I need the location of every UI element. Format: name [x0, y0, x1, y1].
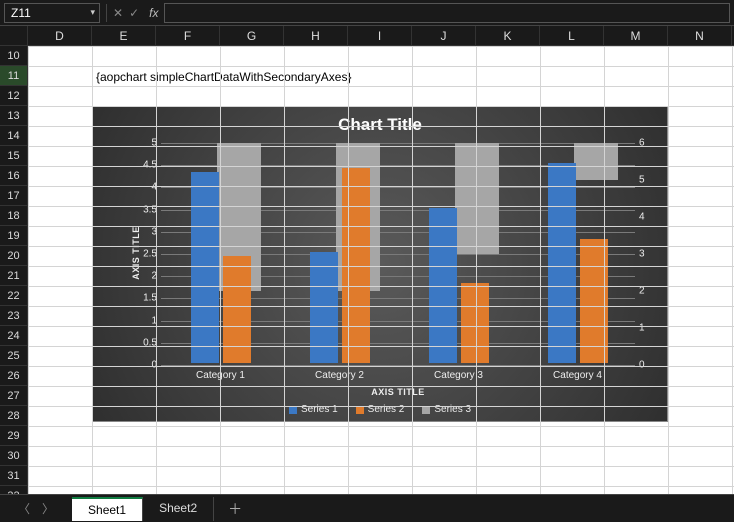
bar-series2 — [461, 283, 489, 363]
sheet-next-icon[interactable]: 〉 — [42, 500, 54, 517]
y-tick-left: 1 — [133, 315, 157, 326]
row-header[interactable]: 19 — [0, 226, 27, 246]
bar-series2 — [223, 256, 251, 363]
formula-input[interactable] — [164, 3, 730, 23]
row-header[interactable]: 12 — [0, 86, 27, 106]
row-header[interactable]: 10 — [0, 46, 27, 66]
category-label: Category 4 — [538, 370, 618, 381]
chevron-down-icon: ▾ — [90, 7, 95, 18]
name-box-value: Z11 — [11, 6, 31, 20]
row-header[interactable]: 21 — [0, 266, 27, 286]
column-header[interactable]: I — [348, 26, 412, 45]
sheet-tab-bar: 〈 〉 Sheet1Sheet2 ＋ — [0, 494, 734, 522]
y-tick-left: 3 — [133, 226, 157, 237]
column-header[interactable]: E — [92, 26, 156, 45]
row-header[interactable]: 16 — [0, 166, 27, 186]
name-box[interactable]: Z11 ▾ — [4, 3, 100, 23]
row-header[interactable]: 13 — [0, 106, 27, 126]
row-header[interactable]: 17 — [0, 186, 27, 206]
enter-icon[interactable]: ✓ — [129, 6, 139, 20]
formula-bar-row: Z11 ▾ ✕ ✓ fx — [0, 0, 734, 26]
row-header[interactable]: 28 — [0, 406, 27, 426]
formula-buttons: ✕ ✓ fx — [113, 6, 158, 20]
column-header[interactable]: N — [668, 26, 732, 45]
select-all-corner[interactable] — [0, 26, 28, 45]
spreadsheet-grid[interactable]: DEFGHIJKLMN 1011121314151617181920212223… — [0, 26, 734, 494]
y-tick-left: 0 — [133, 360, 157, 371]
category-label: Category 2 — [300, 370, 380, 381]
category-label: Category 3 — [419, 370, 499, 381]
fx-icon[interactable]: fx — [149, 6, 158, 20]
cancel-icon[interactable]: ✕ — [113, 6, 123, 20]
chart-title: Chart Title — [93, 107, 667, 139]
row-header[interactable]: 11 — [0, 66, 27, 86]
sheet-tab-sheet2[interactable]: Sheet2 — [143, 497, 214, 521]
row-header[interactable]: 22 — [0, 286, 27, 306]
y-tick-left: 4 — [133, 182, 157, 193]
row-header[interactable]: 31 — [0, 466, 27, 486]
row-header[interactable]: 18 — [0, 206, 27, 226]
row-header[interactable]: 25 — [0, 346, 27, 366]
column-header[interactable]: M — [604, 26, 668, 45]
y-tick-right: 0 — [639, 360, 661, 371]
column-header[interactable]: F — [156, 26, 220, 45]
row-header[interactable]: 23 — [0, 306, 27, 326]
embedded-chart[interactable]: Chart Title AXIS TITLE AXIS TITLE 00.511… — [92, 106, 668, 422]
cell-f11[interactable]: {aopchart simpleChartDataWithSecondaryAx… — [94, 68, 353, 86]
column-header[interactable]: K — [476, 26, 540, 45]
y-tick-left: 1.5 — [133, 293, 157, 304]
x-axis-title: AXIS TITLE — [161, 387, 635, 397]
y-tick-right: 2 — [639, 286, 661, 297]
bar-series1 — [191, 172, 219, 363]
column-header[interactable]: J — [412, 26, 476, 45]
y-tick-right: 5 — [639, 175, 661, 186]
row-header[interactable]: 27 — [0, 386, 27, 406]
y-tick-right: 1 — [639, 323, 661, 334]
sheet-tab-sheet1[interactable]: Sheet1 — [72, 497, 143, 521]
row-header[interactable]: 20 — [0, 246, 27, 266]
row-headers: 1011121314151617181920212223242526272829… — [0, 46, 28, 494]
column-header[interactable]: L — [540, 26, 604, 45]
row-header[interactable]: 14 — [0, 126, 27, 146]
column-header[interactable]: D — [28, 26, 92, 45]
separator — [106, 4, 107, 22]
row-header[interactable]: 15 — [0, 146, 27, 166]
cells-canvas[interactable]: {aopchart simpleChartDataWithSecondaryAx… — [28, 46, 734, 494]
row-header[interactable]: 24 — [0, 326, 27, 346]
chart-plot-area: AXIS TITLE AXIS TITLE 00.511.522.533.544… — [161, 143, 635, 363]
column-header[interactable]: H — [284, 26, 348, 45]
add-sheet-button[interactable]: ＋ — [214, 499, 256, 519]
bar-series3 — [574, 143, 619, 180]
y-tick-right: 3 — [639, 249, 661, 260]
column-header[interactable]: G — [220, 26, 284, 45]
row-header[interactable]: 32 — [0, 486, 27, 494]
y-tick-left: 2 — [133, 271, 157, 282]
y-tick-right: 4 — [639, 212, 661, 223]
sheet-prev-icon[interactable]: 〈 — [18, 500, 30, 517]
y-tick-left: 2.5 — [133, 249, 157, 260]
column-headers: DEFGHIJKLMN — [0, 26, 734, 46]
sheet-nav: 〈 〉 — [0, 500, 72, 517]
row-header[interactable]: 26 — [0, 366, 27, 386]
row-header[interactable]: 30 — [0, 446, 27, 466]
bar-series1 — [548, 163, 576, 363]
row-header[interactable]: 29 — [0, 426, 27, 446]
